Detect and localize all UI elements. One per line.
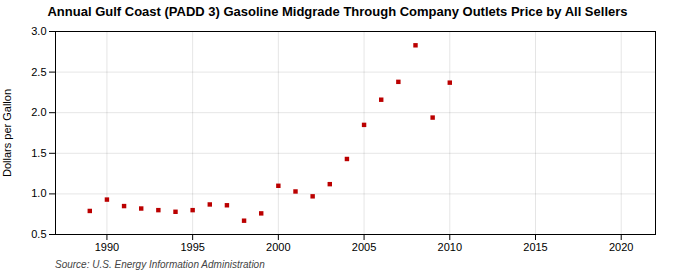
svg-text:2.5: 2.5 — [31, 66, 46, 78]
svg-text:2020: 2020 — [609, 241, 633, 253]
svg-text:1.5: 1.5 — [31, 147, 46, 159]
svg-text:1990: 1990 — [95, 241, 119, 253]
svg-text:Dollars per Gallon: Dollars per Gallon — [1, 89, 13, 177]
html-text:Annual Gulf Coast (PADD 3) Gas: Annual Gulf Coast (PADD 3) Gasoline Midg… — [47, 4, 628, 19]
svg-text:2010: 2010 — [438, 241, 462, 253]
svg-text:0.5: 0.5 — [31, 228, 46, 240]
svg-text:2000: 2000 — [266, 241, 290, 253]
svg-text:2015: 2015 — [523, 241, 547, 253]
svg-text:1.0: 1.0 — [31, 187, 46, 199]
svg-text:2.0: 2.0 — [31, 106, 46, 118]
svg-text:1995: 1995 — [180, 241, 204, 253]
html-text:Source: U.S. Energy Informatio: Source: U.S. Energy Information Administ… — [55, 259, 265, 270]
svg-text:3.0: 3.0 — [31, 25, 46, 37]
svg-text:2005: 2005 — [352, 241, 376, 253]
